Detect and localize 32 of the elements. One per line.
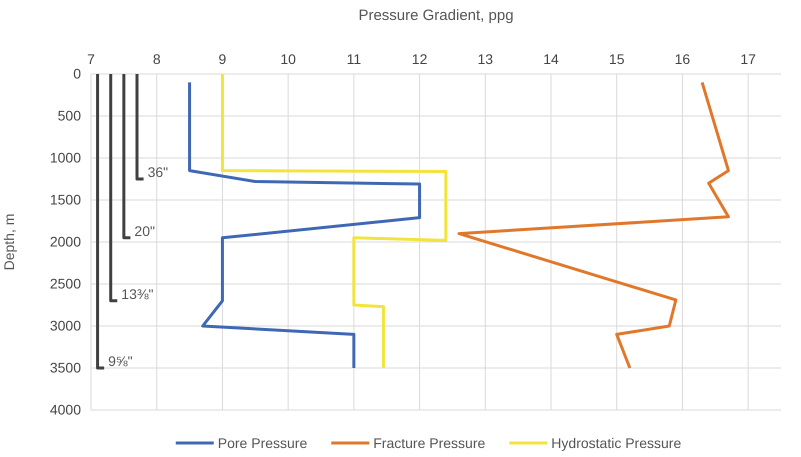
x-tick-label: 9 — [218, 51, 227, 67]
x-tick-label: 7 — [87, 51, 96, 67]
line-series — [188, 80, 422, 370]
x-tick-label: 8 — [152, 51, 161, 67]
annotation: 36" — [148, 164, 168, 180]
x-tick-label: 17 — [740, 51, 756, 67]
x-tick-label: 15 — [608, 51, 625, 67]
y-axis-title: Depth, m — [1, 214, 17, 270]
x-tick-label: 14 — [543, 51, 559, 67]
x-tick-label: 12 — [412, 51, 428, 67]
y-tick-label: 1500 — [50, 191, 82, 208]
line-series — [220, 72, 448, 370]
line-series — [458, 80, 730, 370]
x-tick-label: 13 — [477, 51, 494, 67]
x-tick-label: 16 — [674, 51, 690, 67]
y-tick-label: 3000 — [50, 317, 82, 334]
legend-label: Fracture Pressure — [373, 435, 486, 451]
legend-label: Hydrostatic Pressure — [551, 435, 682, 451]
annotation: 9⅝" — [108, 353, 133, 369]
y-tick-label: 3500 — [50, 359, 82, 376]
x-tick-label: 10 — [280, 51, 296, 67]
y-tick-label: 2000 — [50, 233, 82, 250]
x-tick-label: 11 — [346, 51, 362, 67]
y-tick-label: 2500 — [50, 275, 82, 292]
legend-label: Pore Pressure — [218, 435, 308, 451]
annotation: 20" — [134, 222, 155, 239]
y-tick-label: 500 — [58, 107, 82, 124]
y-tick-label: 4000 — [50, 401, 82, 418]
annotation: 13⅜" — [121, 286, 154, 302]
y-tick-label: 1000 — [50, 149, 82, 166]
y-tick-label: 0 — [73, 65, 82, 82]
x-axis-title: Pressure Gradient, ppg — [358, 7, 514, 24]
